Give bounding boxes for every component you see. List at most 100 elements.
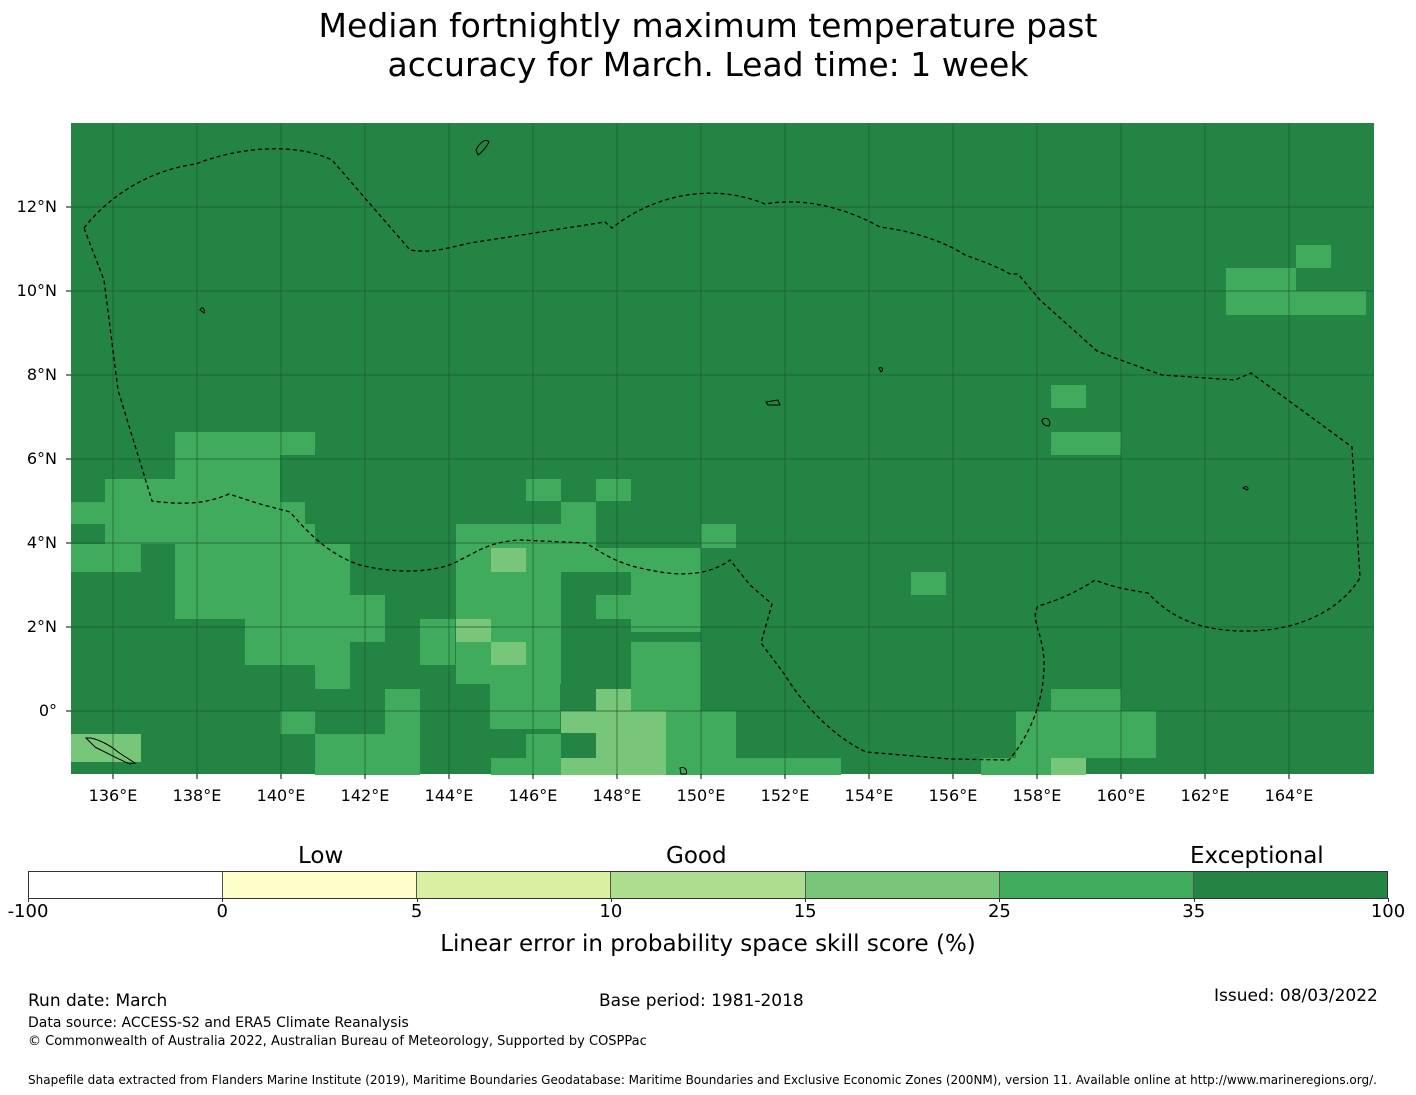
skill-cell xyxy=(456,619,491,642)
colorbar-segment xyxy=(29,872,224,898)
skill-cells xyxy=(71,245,1366,775)
skill-cell xyxy=(71,734,141,762)
skill-cell xyxy=(175,432,315,455)
skill-cell xyxy=(1051,385,1086,408)
skill-cell xyxy=(105,479,280,502)
skill-cell xyxy=(911,572,946,595)
base-period: Base period: 1981-2018 xyxy=(599,991,804,1011)
lon-label: 144°E xyxy=(424,786,474,805)
lat-label: 8°N xyxy=(26,365,57,384)
colorbar-tick-mark xyxy=(28,898,29,902)
skill-cell xyxy=(420,619,455,665)
lat-ticks xyxy=(66,206,71,712)
colorbar-tick-mark xyxy=(1388,898,1389,902)
map-gridlines xyxy=(71,123,1374,774)
colorbar-segment xyxy=(223,872,418,898)
colorbar-segment xyxy=(417,872,612,898)
lon-label: 148°E xyxy=(592,786,642,805)
colorbar-tick-label: 10 xyxy=(599,901,623,922)
title-line-2: accuracy for March. Lead time: 1 week xyxy=(387,45,1029,84)
skill-cell xyxy=(981,758,1051,775)
eez-boundary xyxy=(83,148,1361,761)
skill-cell xyxy=(561,711,666,733)
skill-cell xyxy=(175,544,350,572)
colorbar-tick-label: 100 xyxy=(1370,901,1406,922)
skill-cell xyxy=(1051,689,1121,711)
shapefile-credit: Shapefile data extracted from Flanders M… xyxy=(28,1073,1377,1087)
skill-cell xyxy=(1051,758,1086,775)
skill-cell xyxy=(561,548,701,572)
island-outlines xyxy=(84,139,1249,775)
lat-label: 4°N xyxy=(26,533,57,552)
lon-label: 142°E xyxy=(340,786,390,805)
skill-cell xyxy=(596,479,631,501)
colorbar-tick-mark xyxy=(1193,898,1195,902)
skill-cell xyxy=(315,665,350,689)
colorbar-tick-label: 25 xyxy=(987,901,1011,922)
colorbar-tick-label: 35 xyxy=(1182,901,1206,922)
skill-cell xyxy=(561,758,666,775)
category-good: Good xyxy=(666,843,727,869)
colorbar-tick-mark xyxy=(999,898,1001,902)
colorbar-tick-mark xyxy=(222,898,224,902)
colorbar xyxy=(28,871,1388,899)
island-outline xyxy=(199,307,205,314)
colorbar-segment xyxy=(805,872,1000,898)
colorbar-segment xyxy=(999,872,1194,898)
skill-cell xyxy=(526,734,561,775)
skill-cell xyxy=(71,502,106,524)
colorbar-tick-label: 0 xyxy=(216,901,228,922)
colorbar-tick-mark xyxy=(416,898,418,902)
skill-cell xyxy=(596,733,666,758)
skill-cell xyxy=(105,502,305,524)
island-outline xyxy=(878,367,883,373)
skill-cell xyxy=(1296,245,1331,268)
skill-cell xyxy=(315,734,420,775)
colorbar-tick-label: -100 xyxy=(7,901,49,922)
island-outline xyxy=(765,399,781,406)
skill-cell xyxy=(175,595,385,619)
colorbar-title: Linear error in probability space skill … xyxy=(440,931,976,957)
skill-cell xyxy=(1016,711,1156,758)
skill-cell xyxy=(175,455,280,479)
skill-cell xyxy=(245,619,385,642)
run-date: Run date: March xyxy=(28,991,168,1011)
skill-map xyxy=(66,123,1374,779)
lon-label: 150°E xyxy=(676,786,726,805)
lon-label: 152°E xyxy=(760,786,810,805)
skill-cell xyxy=(491,642,526,665)
skill-cell xyxy=(596,689,631,711)
skill-cell xyxy=(1226,291,1366,315)
skill-cell xyxy=(631,642,701,712)
colorbar-tick-mark xyxy=(610,898,612,902)
lat-label: 10°N xyxy=(16,281,57,300)
skill-cell xyxy=(71,544,141,572)
lon-label: 154°E xyxy=(844,786,894,805)
lon-label: 136°E xyxy=(88,786,138,805)
skill-cell xyxy=(105,524,315,544)
skill-cell xyxy=(491,758,526,775)
skill-cell xyxy=(280,711,315,734)
lon-label: 164°E xyxy=(1264,786,1314,805)
island-outline xyxy=(679,767,687,775)
lat-label: 2°N xyxy=(26,617,57,636)
chart-title: Median fortnightly maximum temperature p… xyxy=(0,6,1416,84)
lon-label: 146°E xyxy=(508,786,558,805)
skill-cell xyxy=(175,572,350,597)
colorbar-segment xyxy=(611,872,806,898)
skill-cell xyxy=(491,548,526,572)
skill-cell xyxy=(1226,268,1296,291)
lon-label: 138°E xyxy=(172,786,222,805)
lon-label: 160°E xyxy=(1096,786,1146,805)
colorbar-tick-label: 15 xyxy=(793,901,817,922)
lat-label: 0° xyxy=(38,701,57,720)
island-outline xyxy=(1242,486,1249,491)
category-low: Low xyxy=(298,843,344,869)
lon-label: 156°E xyxy=(928,786,978,805)
lon-label: 162°E xyxy=(1180,786,1230,805)
title-line-1: Median fortnightly maximum temperature p… xyxy=(318,6,1098,45)
colorbar-segment xyxy=(1193,872,1387,898)
category-exceptional: Exceptional xyxy=(1190,843,1324,869)
skill-cell xyxy=(245,642,350,665)
skill-cell xyxy=(736,758,841,775)
